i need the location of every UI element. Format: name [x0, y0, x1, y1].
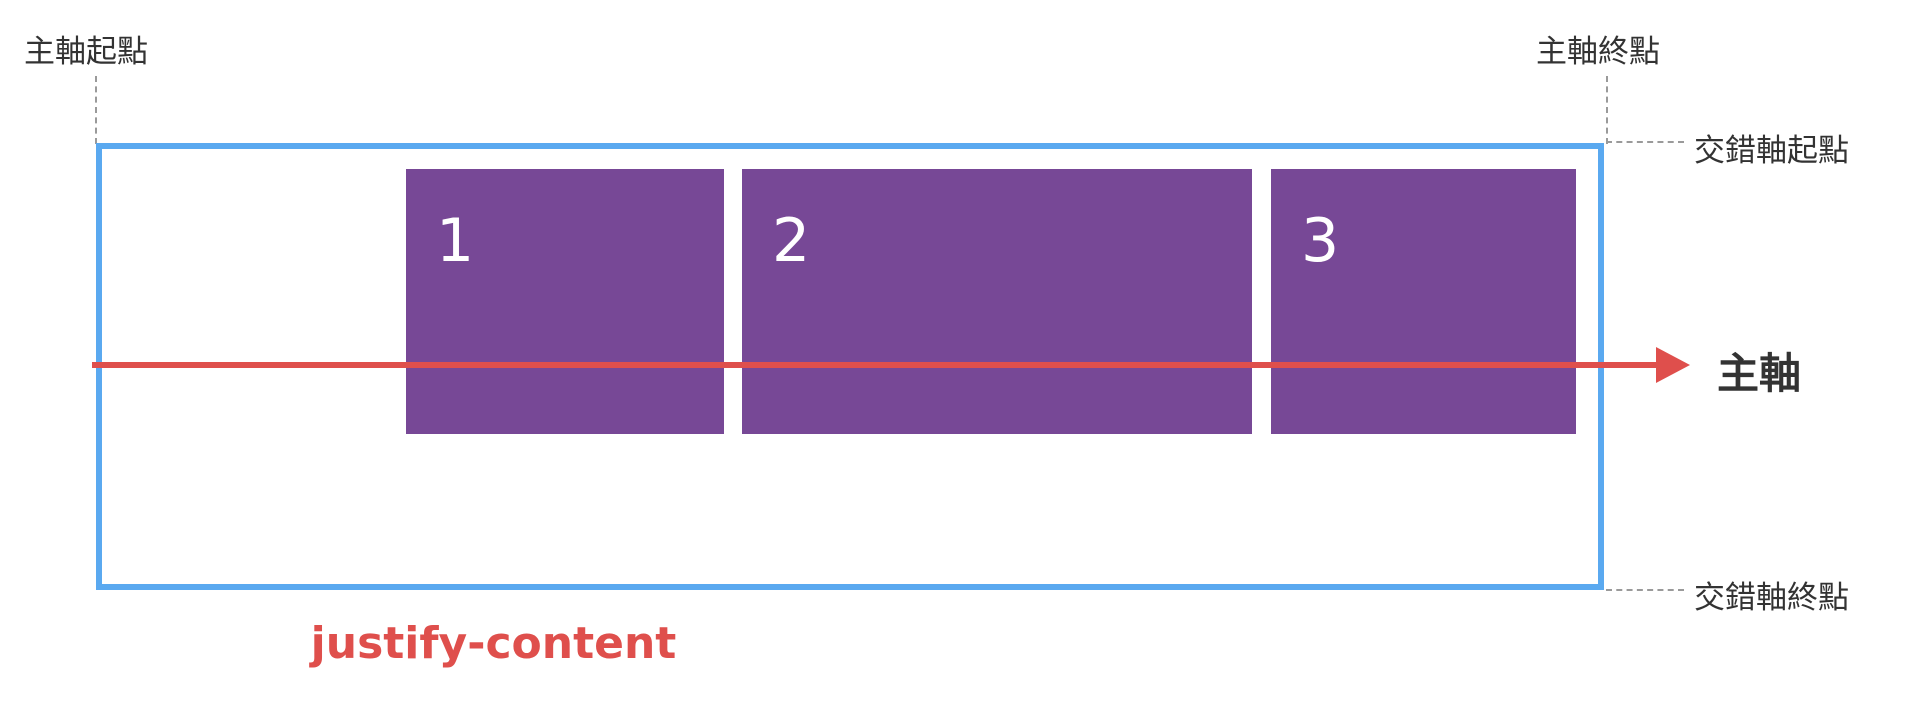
main-start-label: 主軸起點 [24, 34, 148, 70]
cross-start-label: 交錯軸起點 [1694, 133, 1849, 169]
flex-item-1-label: 1 [436, 206, 475, 276]
main-start-guide-line [95, 76, 97, 144]
cross-end-label: 交錯軸終點 [1694, 580, 1849, 616]
flex-item-3-label: 3 [1301, 206, 1340, 276]
flex-item-2: 2 [742, 169, 1252, 434]
cross-start-guide-line [1606, 141, 1684, 143]
main-axis-label: 主軸 [1717, 349, 1802, 398]
main-axis-line [92, 362, 1660, 368]
main-end-label: 主軸終點 [1536, 34, 1660, 70]
flex-item-1: 1 [406, 169, 724, 434]
flex-item-2-label: 2 [772, 206, 811, 276]
flex-item-3: 3 [1271, 169, 1576, 434]
main-end-guide-line [1606, 76, 1608, 144]
property-caption: justify-content [310, 618, 677, 669]
cross-end-guide-line [1606, 589, 1684, 591]
main-axis-arrowhead [1656, 347, 1690, 383]
